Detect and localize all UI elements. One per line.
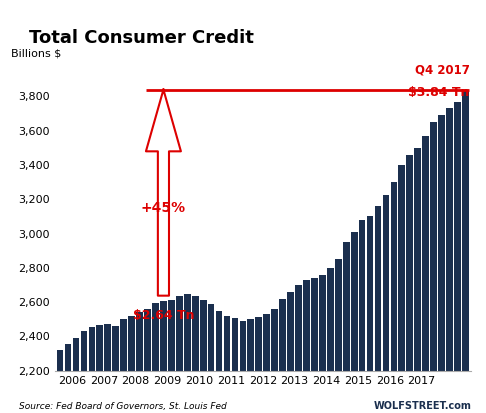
Bar — [256, 317, 262, 413]
Bar — [271, 309, 278, 413]
Text: Billions $: Billions $ — [11, 49, 61, 59]
Bar — [303, 280, 310, 413]
Bar — [216, 311, 223, 413]
Bar — [88, 327, 95, 413]
Bar — [287, 292, 294, 413]
Bar — [128, 316, 135, 413]
Bar — [81, 331, 87, 413]
Bar — [375, 206, 382, 413]
Bar — [462, 90, 469, 413]
Bar — [367, 216, 373, 413]
Bar — [104, 324, 111, 413]
Bar — [399, 165, 405, 413]
Bar — [208, 304, 214, 413]
Bar — [438, 115, 445, 413]
Bar — [144, 309, 151, 413]
Bar — [160, 301, 167, 413]
Bar — [327, 268, 334, 413]
Bar — [430, 122, 437, 413]
Bar — [415, 148, 421, 413]
Text: +45%: +45% — [141, 201, 186, 215]
Bar — [57, 350, 64, 413]
Bar — [311, 278, 318, 413]
Text: Q4 2017: Q4 2017 — [415, 64, 469, 77]
Bar — [335, 259, 342, 413]
Bar — [72, 338, 79, 413]
Bar — [224, 316, 230, 413]
Bar — [168, 300, 175, 413]
Bar — [319, 275, 326, 413]
Text: Source: Fed Board of Governors, St. Louis Fed: Source: Fed Board of Governors, St. Loui… — [19, 402, 227, 411]
Bar — [263, 314, 270, 413]
Bar — [454, 102, 461, 413]
Bar — [382, 195, 389, 413]
Text: Total Consumer Credit: Total Consumer Credit — [29, 29, 254, 47]
Bar — [391, 182, 397, 413]
Bar — [279, 299, 286, 413]
Bar — [247, 320, 254, 413]
Text: $2.64 Tn: $2.64 Tn — [133, 309, 194, 322]
Bar — [343, 242, 349, 413]
Bar — [121, 319, 127, 413]
Bar — [406, 155, 413, 413]
Bar — [192, 297, 199, 413]
Bar — [200, 301, 207, 413]
Bar — [422, 136, 429, 413]
Bar — [359, 220, 365, 413]
Bar — [232, 318, 238, 413]
Bar — [65, 344, 71, 413]
Bar — [152, 303, 159, 413]
Bar — [136, 311, 143, 413]
Bar — [176, 296, 183, 413]
Bar — [97, 325, 103, 413]
Bar — [351, 232, 358, 413]
Bar — [295, 285, 302, 413]
Text: $3.84 Tn: $3.84 Tn — [408, 86, 469, 99]
Text: WOLFSTREET.com: WOLFSTREET.com — [374, 401, 471, 411]
Bar — [446, 109, 453, 413]
Bar — [240, 321, 246, 413]
Bar — [184, 294, 191, 413]
Bar — [112, 326, 119, 413]
